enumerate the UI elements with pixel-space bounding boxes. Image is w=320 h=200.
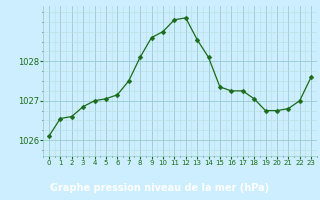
Text: Graphe pression niveau de la mer (hPa): Graphe pression niveau de la mer (hPa) bbox=[51, 183, 269, 193]
